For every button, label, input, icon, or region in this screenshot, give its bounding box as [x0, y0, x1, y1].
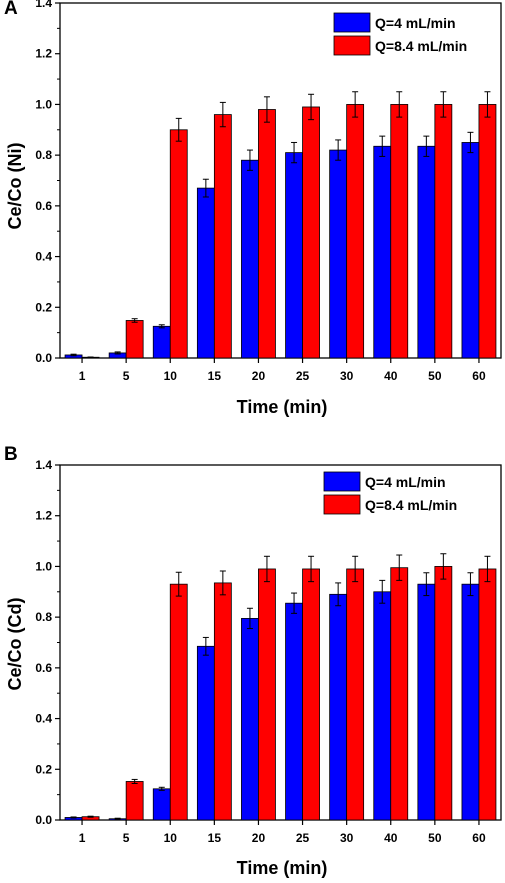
bar-q8-4 [213, 582, 232, 821]
bar-q8-4 [302, 568, 320, 821]
y-axis-title-a: Ce/Co (Ni) [5, 143, 25, 230]
y-tick-label: 1.2 [35, 509, 52, 523]
legend-label: Q=8.4 mL/min [375, 38, 467, 54]
x-tick-label: 5 [123, 831, 130, 845]
y-tick-label: 0.0 [35, 813, 52, 827]
bar-q8-4 [125, 320, 144, 359]
legend-swatch-q8-4 [323, 494, 361, 515]
bar-q4 [329, 593, 348, 821]
bar-q4 [329, 149, 348, 359]
chart-panel-a: A Ce/Co (Ni) Time (min) 0.0 0.2 0.4 0.6 0.8 1… [4, 0, 502, 417]
x-tick-label: 40 [384, 831, 398, 845]
panel-label-b: B [4, 444, 18, 465]
bar-q4 [241, 618, 259, 821]
bar-q8-4 [434, 566, 453, 821]
panel-label-a: A [4, 0, 18, 19]
x-tick-label: 25 [296, 369, 310, 383]
x-tick-label: 10 [164, 831, 178, 845]
x-tick-label: 1 [79, 369, 86, 383]
legend-swatch-q8-4 [333, 35, 371, 56]
bar-q8-4 [478, 568, 497, 821]
y-tick-label: 0.2 [35, 762, 52, 776]
bar-q4 [196, 187, 215, 359]
x-tick-label: 50 [428, 369, 442, 383]
x-axis-title-a: Time (min) [237, 397, 328, 417]
bar-q4 [285, 152, 303, 359]
y-tick-label: 1.0 [35, 97, 52, 111]
bar-q8-4 [346, 104, 365, 359]
y-tick-label: 0.8 [35, 610, 52, 624]
bar-q8-4 [302, 106, 320, 359]
x-tick-label: 50 [428, 831, 442, 845]
bar-q8-4 [258, 109, 276, 359]
x-tick-label: 25 [296, 831, 310, 845]
bar-q8-4 [434, 104, 453, 359]
y-tick-label: 0.8 [35, 148, 52, 162]
y-tick-label: 1.0 [35, 559, 52, 573]
y-tick-label: 1.2 [35, 47, 52, 61]
bar-q8-4 [169, 583, 188, 821]
x-tick-label: 60 [472, 831, 486, 845]
x-tick-label: 60 [472, 369, 486, 383]
y-axis-title-b: Ce/Co (Cd) [5, 598, 25, 691]
bar-q8-4 [390, 104, 409, 359]
bar-q4 [417, 145, 436, 359]
bar-q8-4 [346, 568, 365, 821]
y-tick-label: 1.4 [35, 458, 52, 472]
bar-q4 [417, 583, 436, 821]
bar-q8-4 [478, 104, 497, 359]
x-tick-label: 15 [208, 831, 222, 845]
bar-q4 [373, 145, 392, 359]
bar-q8-4 [213, 114, 232, 359]
y-tick-label: 0.0 [35, 351, 52, 365]
x-tick-label: 1 [79, 831, 86, 845]
bar-q4 [152, 325, 171, 359]
x-axis-title-b: Time (min) [237, 858, 328, 878]
bar-q4 [196, 645, 215, 821]
bar-q4 [285, 602, 303, 821]
y-tick-label: 0.4 [35, 250, 52, 264]
y-tick-label: 0.6 [35, 199, 52, 213]
y-tick-label: 0.2 [35, 300, 52, 314]
legend-label: Q=4 mL/min [365, 474, 446, 490]
y-tick-label: 1.4 [35, 0, 52, 10]
x-tick-label: 5 [123, 369, 130, 383]
bar-q4 [373, 591, 392, 821]
bar-q4 [241, 159, 259, 359]
bar-q4 [461, 142, 480, 359]
x-tick-label: 30 [340, 831, 354, 845]
bar-q4 [152, 788, 171, 821]
x-tick-label: 20 [252, 831, 266, 845]
bar-q8-4 [390, 567, 409, 821]
legend-swatch-q4 [333, 12, 371, 33]
y-tick-label: 0.6 [35, 661, 52, 675]
bar-q8-4 [169, 129, 188, 359]
bar-q8-4 [258, 568, 276, 821]
x-tick-label: 10 [164, 369, 178, 383]
x-tick-label: 20 [252, 369, 266, 383]
x-tick-label: 40 [384, 369, 398, 383]
x-tick-label: 30 [340, 369, 354, 383]
bar-q4 [461, 583, 480, 821]
legend-label: Q=4 mL/min [375, 15, 456, 31]
bar-q8-4 [125, 781, 144, 821]
chart-panel-b: B Ce/Co (Cd) Time (min) 0.0 0.2 0.4 0.6 0.8 1… [4, 444, 502, 878]
legend-swatch-q4 [323, 471, 361, 492]
legend-label: Q=8.4 mL/min [365, 497, 457, 513]
x-tick-label: 15 [208, 369, 222, 383]
y-tick-label: 0.4 [35, 712, 52, 726]
